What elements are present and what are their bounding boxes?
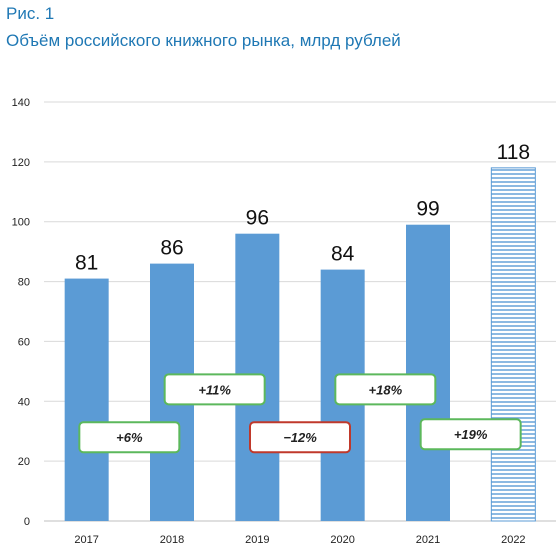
growth-badge (334, 373, 437, 406)
x-tick-label: 2018 (160, 534, 184, 546)
x-tick-label: 2019 (245, 534, 269, 546)
growth-badge (163, 373, 266, 406)
value-label: 81 (75, 252, 98, 275)
growth-label: +19% (454, 427, 488, 442)
bar-2017 (64, 278, 109, 521)
y-tick-label: 0 (24, 516, 30, 528)
y-tick-label: 60 (18, 336, 30, 348)
growth-label: +6% (116, 430, 143, 445)
value-label: 86 (160, 237, 183, 260)
y-tick-label: 120 (12, 157, 30, 169)
x-tick-label: 2022 (501, 534, 525, 546)
growth-badge (249, 421, 351, 454)
y-axis: 0 20 40 60 80 100 120 140 (12, 97, 30, 528)
y-tick-label: 80 (18, 277, 30, 289)
growth-badge (78, 421, 181, 454)
value-labels: 81 86 96 84 99 118 (75, 141, 530, 275)
y-tick-label: 100 (12, 217, 30, 229)
growth-label: +11% (198, 382, 231, 397)
value-label: 99 (416, 198, 439, 221)
value-label: 96 (246, 207, 269, 230)
growth-label: +18% (369, 382, 403, 397)
x-axis: 2017 2018 2019 2020 2021 2022 (74, 534, 525, 546)
x-tick-label: 2017 (74, 534, 98, 546)
growth-label: −12% (283, 430, 317, 445)
x-tick-label: 2020 (330, 534, 354, 546)
value-label: 84 (331, 243, 355, 266)
growth-annotations: +6% +11% −12% +18% +19% (78, 373, 522, 454)
y-tick-label: 140 (12, 97, 30, 109)
bars (64, 167, 536, 522)
gridlines (44, 101, 556, 522)
y-tick-label: 40 (18, 396, 30, 408)
growth-badge (419, 418, 522, 451)
bar-2022 (490, 167, 536, 522)
figure-label: Рис. 1 (6, 4, 55, 23)
chart-title: Объём российского книжного рынка, млрд р… (6, 31, 401, 50)
bar-2021 (406, 224, 450, 521)
y-tick-label: 20 (18, 456, 30, 468)
value-label: 118 (497, 141, 530, 164)
x-tick-label: 2021 (416, 534, 440, 546)
